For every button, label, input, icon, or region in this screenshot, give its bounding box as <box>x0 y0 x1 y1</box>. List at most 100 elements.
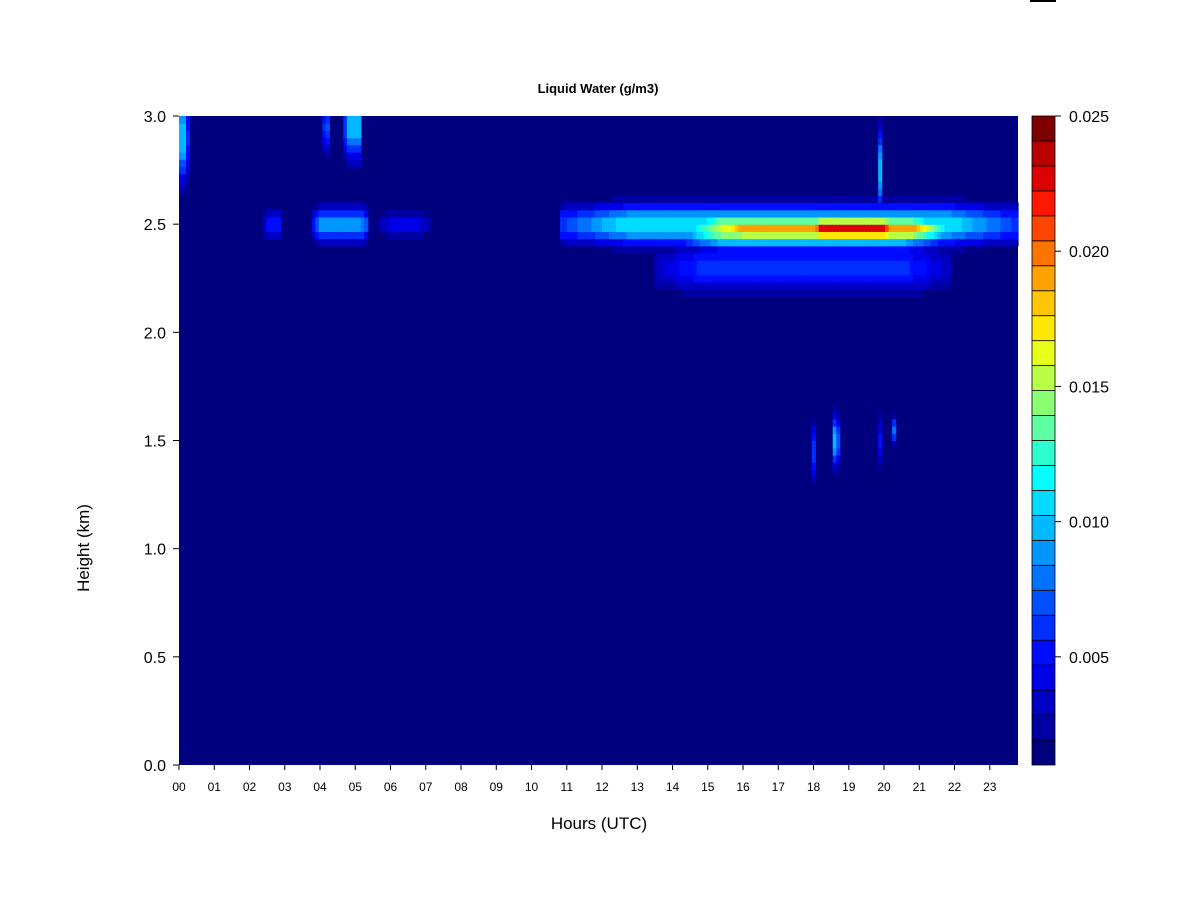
heatmap-cell <box>916 289 921 297</box>
heatmap-cell <box>741 253 746 261</box>
heatmap-cell <box>346 231 351 240</box>
heatmap-cell <box>668 260 673 269</box>
heatmap-cell <box>311 209 316 218</box>
heatmap-cell <box>336 231 341 240</box>
heatmap-cell <box>787 202 792 211</box>
heatmap-cell <box>944 260 949 269</box>
heatmap-cell <box>671 202 677 211</box>
heatmap-cell <box>703 202 708 211</box>
heatmap-cell <box>843 253 848 261</box>
heatmap-cell <box>343 130 348 139</box>
heatmap-cell <box>857 289 862 297</box>
heatmap-cell <box>1007 209 1012 218</box>
heatmap-cell <box>850 216 855 225</box>
colorbar-tick-label: 0.020 <box>1069 244 1109 261</box>
colorbar-tick-label: 0.010 <box>1069 515 1109 532</box>
heatmap-cell <box>626 195 631 204</box>
heatmap-cell <box>857 216 862 225</box>
heatmap-cell <box>948 245 953 254</box>
heatmap-cell <box>783 195 788 204</box>
heatmap-cell <box>678 274 683 283</box>
heatmap-cell <box>685 245 690 254</box>
heatmap-cell <box>944 238 949 247</box>
heatmap-cell <box>738 209 743 218</box>
heatmap-cell <box>762 267 767 276</box>
heatmap-cell <box>713 238 718 247</box>
colorbar-swatch <box>1031 689 1056 716</box>
heatmap-cell <box>769 216 774 225</box>
heatmap-cell <box>395 231 400 240</box>
heatmap-cell <box>804 224 809 232</box>
heatmap-cell <box>878 274 883 283</box>
heatmap-cell <box>895 281 900 290</box>
heatmap-cell <box>395 209 400 218</box>
heatmap-cell <box>832 454 837 463</box>
colorbar-swatch <box>1031 390 1056 416</box>
heatmap-cell <box>699 274 704 283</box>
heatmap-cell <box>678 209 683 218</box>
colorbar-swatch <box>1031 490 1056 516</box>
heatmap-cell <box>185 166 191 175</box>
heatmap-cell <box>710 245 715 254</box>
heatmap-cell <box>322 216 327 225</box>
heatmap-cell <box>906 224 911 232</box>
heatmap-cell <box>930 274 935 283</box>
heatmap-cell <box>773 209 778 218</box>
heatmap-cell <box>720 245 725 254</box>
heatmap-cell <box>759 216 764 225</box>
heatmap-cell <box>745 202 750 211</box>
heatmap-cell <box>937 281 942 290</box>
heatmap-cell <box>878 231 883 240</box>
heatmap-cell <box>622 238 628 247</box>
heatmap-cell <box>269 216 274 225</box>
heatmap-cell <box>563 238 568 247</box>
heatmap-cell <box>734 231 739 240</box>
heatmap-cell <box>350 202 355 211</box>
heatmap-cell <box>867 289 872 297</box>
heatmap-cell <box>738 238 743 247</box>
heatmap-cell <box>878 144 883 153</box>
heatmap-cell <box>783 245 788 254</box>
heatmap-cell <box>689 274 694 283</box>
heatmap-cell <box>801 274 806 283</box>
heatmap-cell <box>322 209 327 218</box>
x-tick-label: 02 <box>243 780 257 794</box>
heatmap-cell <box>776 267 781 276</box>
heatmap-cell <box>738 195 743 204</box>
y-axis: 0.00.51.01.52.02.53.0 <box>144 109 179 775</box>
heatmap-cell <box>339 216 344 225</box>
heatmap-cell <box>179 130 184 139</box>
heatmap-cell <box>392 224 397 232</box>
heatmap-cell <box>661 224 666 232</box>
heatmap-cell <box>836 274 841 283</box>
heatmap-cell <box>720 260 725 269</box>
heatmap-cell <box>608 231 614 240</box>
heatmap-cell <box>612 231 617 240</box>
heatmap-cell <box>581 209 586 218</box>
heatmap-cell <box>829 195 834 204</box>
heatmap-cell <box>909 216 914 225</box>
heatmap-cell <box>776 238 781 247</box>
heatmap-cell <box>825 267 830 276</box>
heatmap-cell <box>689 260 694 269</box>
heatmap-cell <box>664 195 670 204</box>
heatmap-cell <box>657 195 663 204</box>
heatmap-cell <box>776 260 781 269</box>
heatmap-cell <box>990 216 995 225</box>
heatmap-cell <box>920 238 925 247</box>
heatmap-cell <box>871 209 876 218</box>
heatmap-cell <box>794 231 799 240</box>
heatmap-cell <box>360 231 365 240</box>
heatmap-cell <box>829 202 834 211</box>
heatmap-cell <box>713 224 718 232</box>
heatmap-cell <box>790 260 795 269</box>
heatmap-cell <box>951 209 956 218</box>
heatmap-cell <box>762 195 767 204</box>
heatmap-cell <box>951 202 956 211</box>
heatmap-cell <box>343 224 348 232</box>
heatmap-cell <box>878 454 883 463</box>
heatmap-cell <box>937 209 942 218</box>
heatmap-cell <box>853 231 858 240</box>
heatmap-cell <box>602 209 607 218</box>
heatmap-cell <box>878 166 883 175</box>
